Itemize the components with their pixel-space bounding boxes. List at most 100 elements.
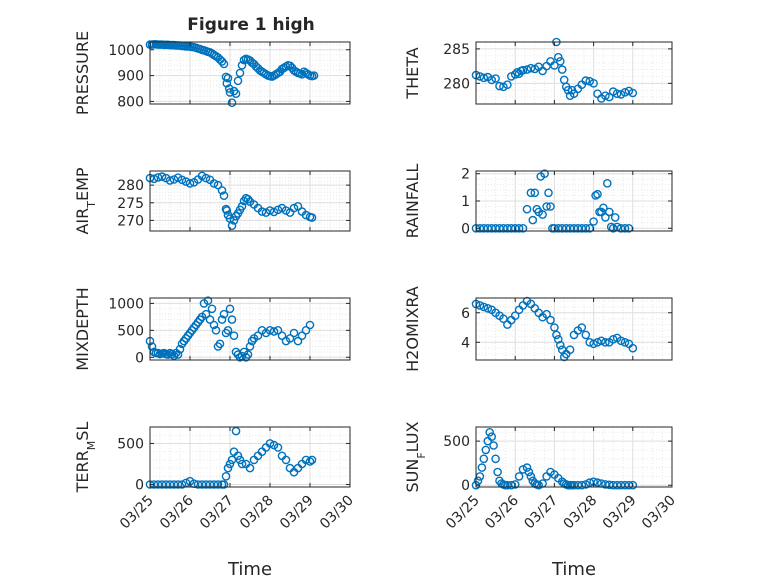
data-point [556,57,565,66]
y-tick-label: 280 [443,76,470,92]
data-point [612,89,622,98]
data-point [557,345,567,355]
y-tick-label: 4 [461,335,470,351]
data-point [557,65,567,74]
data-point [177,480,187,489]
data-point [522,463,532,472]
data-point [153,480,163,489]
x-tick-label: 03/26 [157,492,197,532]
data-point [237,201,247,211]
data-point [526,472,536,481]
x-tick-label: 03/27 [197,493,237,533]
y-tick-label: 0 [461,478,470,494]
data-point [197,480,207,489]
data-point [479,73,489,83]
x-tick-label: 03/25 [443,493,483,533]
data-point [211,325,221,335]
data-point [479,223,489,233]
x-tick-label: 03/30 [317,493,357,533]
axes-box [475,426,673,488]
y-tick-label: 275 [117,196,144,212]
data-point [491,454,500,464]
data-point [201,480,211,489]
data-point [225,304,235,314]
data-point [546,315,555,325]
data-point [253,451,263,461]
y-tick-label: 0 [461,221,470,237]
data-point [538,210,547,219]
axes-sun_flux: 0 500 SUNFLUX 03/25 03/26 03/27 03/28 03/29 03/3… [403,421,679,580]
x-tick-label: 03/28 [561,493,601,533]
y-tick-label: 500 [443,434,470,450]
data-point [229,331,239,341]
data-point [273,205,283,215]
x-tick-label: 03/29 [600,493,640,533]
data-point [285,334,295,343]
data-point [269,327,279,336]
data-point [550,61,559,70]
data-point [526,188,536,198]
data-point [530,188,540,198]
data-point [556,340,565,350]
y-axis-label: RAINFALL [403,164,422,239]
axes-pressure: 800 900 1000 PRESSURE [73,31,351,115]
data-point [307,455,317,465]
y-tick-label: 500 [117,323,144,339]
data-point [601,213,610,222]
data-point [307,213,317,222]
y-axis-label: AIRTEMP [73,167,98,234]
data-point [231,89,241,98]
data-point [209,179,219,188]
x-tick-label: 03/26 [482,492,522,532]
data-point [203,296,213,306]
data-point [605,207,614,217]
y-tick-label: 2 [461,167,470,183]
data-point [165,480,175,489]
data-point [153,173,163,182]
data-point [628,88,638,98]
data-point [169,480,179,489]
data-point [225,459,235,469]
y-tick-label: 0 [135,478,144,494]
data-point [601,91,610,100]
data-point [177,175,187,185]
data-point [599,203,608,213]
data-point [483,303,493,313]
data-point [479,454,489,464]
data-point [554,334,563,344]
data-point [224,84,234,93]
data-point [157,172,167,181]
data-point [581,223,591,233]
data-point [169,175,179,184]
data-point [231,426,241,436]
data-point [219,59,229,69]
data-point [243,350,253,359]
data-point [235,455,245,465]
data-point [205,480,215,489]
data-point [485,427,495,437]
data-point [305,320,315,330]
x-tick-label: 03/30 [639,493,679,533]
data-point [605,92,614,102]
data-point [577,323,587,332]
data-point [534,480,544,490]
data-point [239,55,249,65]
data-point [301,325,311,335]
y-tick-label: 500 [117,436,144,452]
data-point [526,63,536,73]
y-tick-label: 270 [117,213,144,229]
data-point [514,472,524,481]
data-point [499,314,508,324]
data-point [473,476,483,486]
data-point [559,75,569,85]
x-tick-label: 03/29 [277,493,317,533]
axes-h2omixra: 4 6 H2OMIXRA [403,286,673,372]
data-point [305,457,315,466]
data-point [479,302,489,312]
data-point [606,222,616,232]
data-point [163,350,173,359]
data-point [221,471,231,481]
data-point [213,480,223,489]
